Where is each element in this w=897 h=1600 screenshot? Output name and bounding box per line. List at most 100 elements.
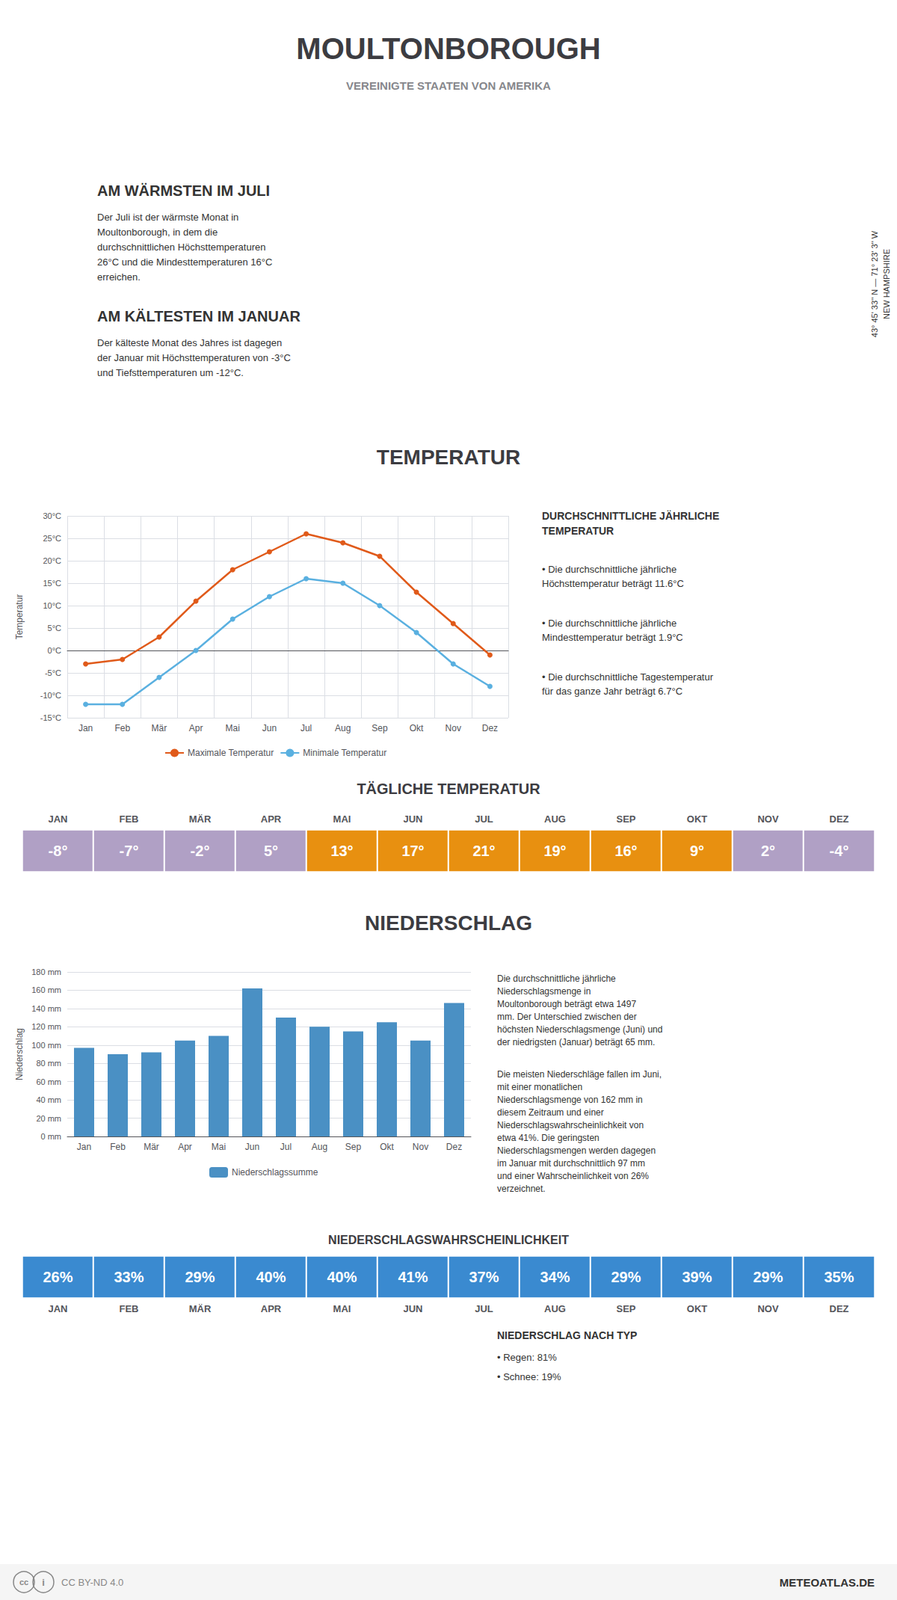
svg-text:-2°: -2°	[190, 842, 211, 859]
svg-text:Dez: Dez	[446, 1141, 462, 1152]
svg-text:MOULTONBOROUGH: MOULTONBOROUGH	[296, 32, 601, 66]
svg-text:29%: 29%	[752, 1268, 783, 1285]
svg-text:JUL: JUL	[474, 813, 494, 825]
svg-text:Sep: Sep	[371, 722, 388, 734]
svg-text:Aug: Aug	[311, 1141, 328, 1152]
svg-text:100 mm: 100 mm	[31, 1040, 62, 1050]
svg-text:AM KÄLTESTEN IM JANUAR: AM KÄLTESTEN IM JANUAR	[97, 307, 301, 325]
svg-text:-5°C: -5°C	[44, 668, 62, 678]
svg-text:MÄR: MÄR	[189, 813, 212, 825]
svg-text:DEZ: DEZ	[829, 813, 850, 825]
svg-text:mm. Der Unterschied zwischen d: mm. Der Unterschied zwischen der	[497, 1011, 637, 1022]
svg-text:41%: 41%	[397, 1268, 428, 1285]
svg-text:• Die durchschnittliche jährli: • Die durchschnittliche jährliche	[541, 617, 677, 629]
svg-text:25°C: 25°C	[42, 533, 62, 543]
svg-text:0 mm: 0 mm	[41, 1131, 63, 1141]
svg-text:-4°: -4°	[829, 842, 850, 859]
svg-text:Jun: Jun	[262, 722, 277, 734]
svg-text:durchschnittlichen Höchsttempe: durchschnittlichen Höchsttemperaturen	[97, 241, 266, 253]
svg-text:TEMPERATUR: TEMPERATUR	[376, 445, 521, 469]
svg-text:-10°C: -10°C	[40, 690, 62, 700]
svg-text:15°C: 15°C	[42, 578, 62, 588]
svg-text:TÄGLICHE TEMPERATUR: TÄGLICHE TEMPERATUR	[356, 780, 541, 797]
svg-text:METEOATLAS.DE: METEOATLAS.DE	[779, 1575, 875, 1589]
svg-text:i: i	[41, 1576, 45, 1588]
svg-text:FEB: FEB	[119, 813, 140, 825]
svg-text:19°: 19°	[543, 842, 566, 859]
svg-text:Niederschlagsmenge von 162 mm: Niederschlagsmenge von 162 mm in	[497, 1094, 643, 1105]
svg-text:9°: 9°	[689, 842, 705, 859]
svg-text:APR: APR	[260, 1302, 282, 1315]
svg-text:NEW HAMPSHIRE: NEW HAMPSHIRE	[882, 248, 892, 320]
svg-text:29%: 29%	[184, 1268, 215, 1285]
svg-text:• Die durchschnittliche jährli: • Die durchschnittliche jährliche	[541, 563, 677, 575]
svg-text:Mär: Mär	[151, 722, 168, 734]
svg-text:TEMPERATUR: TEMPERATUR	[541, 524, 614, 537]
svg-text:erreichen.: erreichen.	[97, 271, 141, 283]
svg-text:160 mm: 160 mm	[31, 985, 62, 995]
svg-text:Okt: Okt	[379, 1141, 394, 1152]
svg-text:Apr: Apr	[189, 722, 204, 734]
svg-text:Aug: Aug	[334, 722, 351, 734]
svg-text:NIEDERSCHLAG: NIEDERSCHLAG	[364, 911, 533, 935]
svg-text:im Januar mit durchschnittlich: im Januar mit durchschnittlich 97 mm	[497, 1157, 646, 1169]
svg-text:JUL: JUL	[474, 1302, 494, 1315]
svg-text:OKT: OKT	[686, 813, 708, 825]
svg-text:120 mm: 120 mm	[31, 1021, 62, 1031]
svg-text:der niedrigsten (Januar) beträ: der niedrigsten (Januar) beträgt 65 mm.	[497, 1036, 655, 1048]
svg-text:VEREINIGTE STAATEN VON AMERIKA: VEREINIGTE STAATEN VON AMERIKA	[346, 79, 551, 92]
svg-text:CC BY-ND 4.0: CC BY-ND 4.0	[61, 1576, 124, 1588]
svg-text:NIEDERSCHLAGSWAHRSCHEINLICHKEI: NIEDERSCHLAGSWAHRSCHEINLICHKEIT	[328, 1233, 569, 1247]
svg-text:2°: 2°	[760, 842, 776, 859]
svg-text:37%: 37%	[468, 1268, 499, 1285]
svg-text:5°C: 5°C	[47, 623, 63, 633]
svg-text:Maximale Temperatur: Maximale Temperatur	[187, 747, 274, 758]
svg-text:der Januar mit Höchsttemperatu: der Januar mit Höchsttemperaturen von -3…	[97, 352, 291, 364]
svg-text:Die durchschnittliche jährlich: Die durchschnittliche jährliche	[497, 973, 616, 984]
svg-text:Jul: Jul	[300, 722, 312, 734]
svg-text:Jul: Jul	[280, 1141, 292, 1152]
svg-text:Feb: Feb	[109, 1141, 126, 1152]
svg-text:Niederschlagsmenge in: Niederschlagsmenge in	[497, 985, 591, 997]
svg-text:Moultonborough beträgt etwa 14: Moultonborough beträgt etwa 1497	[497, 998, 637, 1010]
svg-text:diesem Zeitraum und einer: diesem Zeitraum und einer	[497, 1107, 604, 1118]
svg-text:Die meisten Niederschläge fall: Die meisten Niederschläge fallen im Juni…	[497, 1068, 662, 1080]
svg-text:-15°C: -15°C	[40, 713, 62, 723]
svg-text:20 mm: 20 mm	[35, 1113, 62, 1123]
svg-text:40%: 40%	[255, 1268, 286, 1285]
svg-text:NIEDERSCHLAG NACH TYP: NIEDERSCHLAG NACH TYP	[497, 1329, 637, 1342]
svg-text:MÄR: MÄR	[189, 1302, 212, 1315]
svg-text:und Tiefsttemperaturen um -12°: und Tiefsttemperaturen um -12°C.	[97, 367, 244, 379]
svg-text:43° 45' 33'' N — 71° 23' 3'' W: 43° 45' 33'' N — 71° 23' 3'' W	[870, 230, 880, 338]
svg-text:26°C und die Mindesttemperatur: 26°C und die Mindesttemperaturen 16°C	[97, 256, 273, 268]
svg-text:höchsten Niederschlagsmenge (J: höchsten Niederschlagsmenge (Juni) und	[497, 1024, 663, 1035]
svg-text:Minimale Temperatur: Minimale Temperatur	[302, 747, 387, 758]
svg-text:13°: 13°	[330, 842, 353, 859]
svg-text:MAI: MAI	[333, 813, 352, 825]
svg-text:NOV: NOV	[757, 813, 779, 825]
svg-text:FEB: FEB	[119, 1302, 140, 1315]
svg-text:35%: 35%	[823, 1268, 854, 1285]
svg-text:SEP: SEP	[615, 1302, 636, 1315]
svg-text:etwa 41%. Die geringsten: etwa 41%. Die geringsten	[497, 1132, 600, 1143]
svg-text:Niederschlag: Niederschlag	[14, 1027, 25, 1081]
svg-text:16°: 16°	[614, 842, 637, 859]
svg-text:Sep: Sep	[345, 1141, 362, 1152]
svg-text:20°C: 20°C	[42, 556, 62, 566]
svg-text:Feb: Feb	[114, 722, 131, 734]
svg-text:JUN: JUN	[402, 1302, 423, 1315]
svg-text:• Die durchschnittliche Tagest: • Die durchschnittliche Tagestemperatur	[541, 671, 714, 683]
svg-text:29%: 29%	[610, 1268, 641, 1285]
svg-text:und einer Wahrscheinlichkeit v: und einer Wahrscheinlichkeit von 26%	[497, 1170, 649, 1182]
svg-text:Mindesttemperatur beträgt 1.9°: Mindesttemperatur beträgt 1.9°C	[541, 631, 684, 643]
svg-text:AUG: AUG	[544, 1302, 566, 1315]
svg-text:-7°: -7°	[119, 842, 140, 859]
svg-text:MAI: MAI	[333, 1302, 352, 1315]
svg-text:Mär: Mär	[143, 1141, 160, 1152]
svg-text:21°: 21°	[472, 842, 495, 859]
svg-text:33%: 33%	[113, 1268, 144, 1285]
svg-text:Apr: Apr	[177, 1141, 193, 1152]
svg-text:0°C: 0°C	[47, 645, 63, 655]
svg-text:AUG: AUG	[544, 813, 566, 825]
svg-text:DEZ: DEZ	[829, 1302, 850, 1315]
